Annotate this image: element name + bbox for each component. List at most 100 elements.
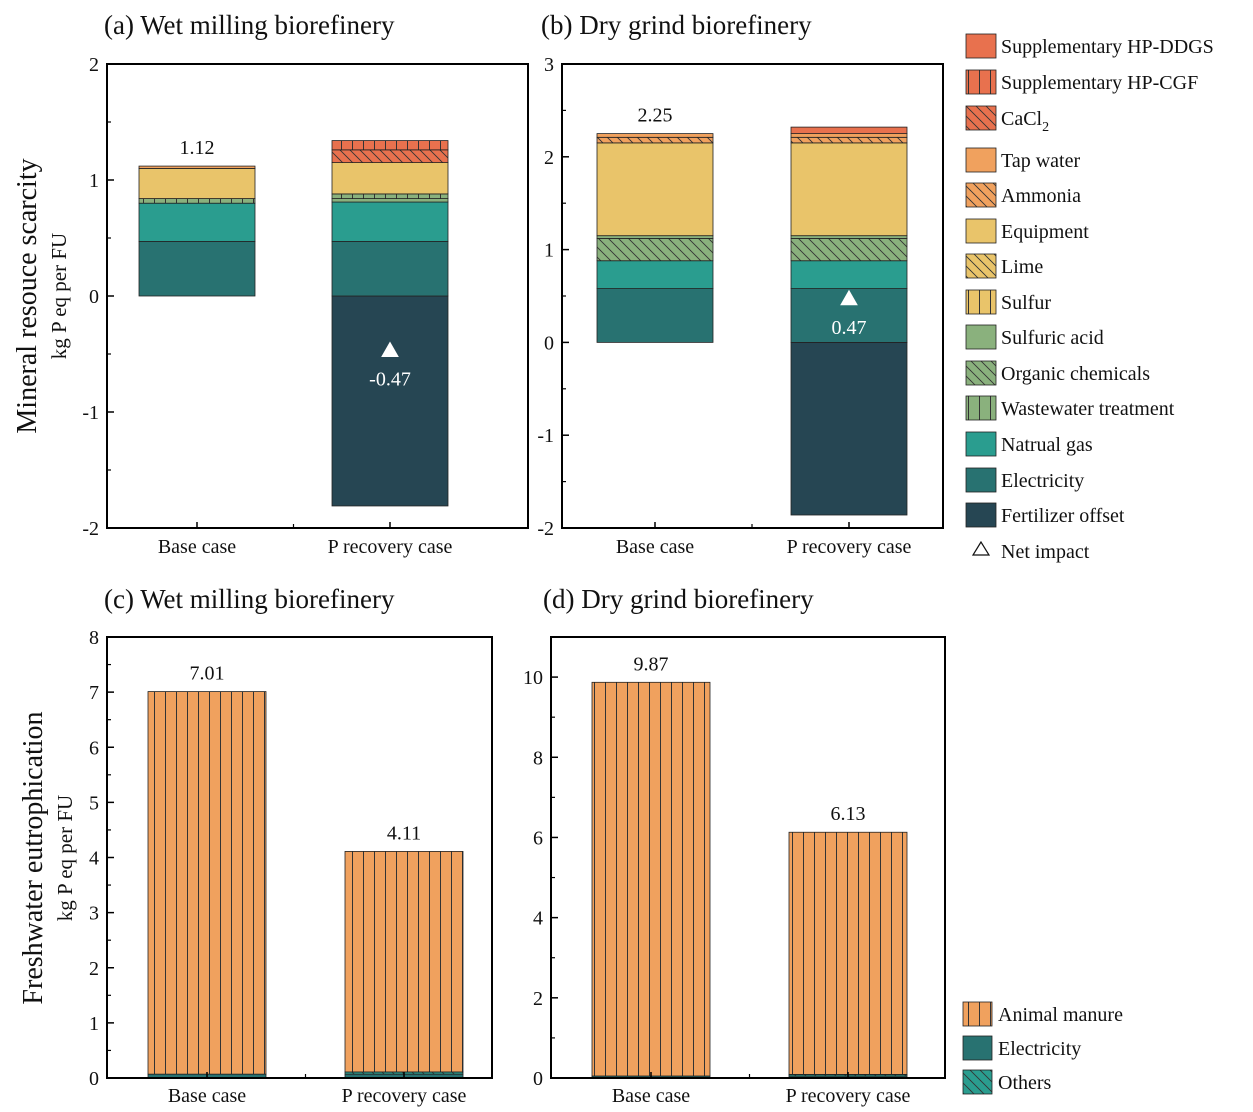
panel-title-d: (d) Dry grind biorefinery xyxy=(543,584,814,614)
panel-title-b: (b) Dry grind biorefinery xyxy=(541,10,812,40)
panel-d: (d) Dry grind biorefinery 9.87 Base case 6.… xyxy=(523,584,946,1107)
total-label: 4.11 xyxy=(387,822,421,844)
net-impact-label: -0.47 xyxy=(369,369,411,391)
legend-swatch xyxy=(962,1069,993,1095)
net-impact-icon xyxy=(971,540,991,556)
legend-top: Supplementary HP-DDGS Supplementary HP-CG… xyxy=(965,33,1214,563)
category-label: Base case xyxy=(616,536,694,558)
legend-item-sulfuric-acid: Sulfuric acid xyxy=(965,324,1104,350)
category-label: P recovery case xyxy=(342,1085,467,1107)
legend-item-equipment: Equipment xyxy=(965,218,1089,244)
legend-item-ammonia: Ammonia xyxy=(965,182,1081,208)
legend-label: Tap water xyxy=(1001,150,1080,172)
bar-segment-cacl2 xyxy=(331,149,449,163)
top-y-axis-title: Mineral resouce scarcity xyxy=(12,158,43,433)
bar-segment-supplementary-hp-ddgs xyxy=(790,126,908,134)
y-tick-label: 2 xyxy=(89,958,99,980)
legend-item-wastewater-treatment: Wastewater treatment xyxy=(965,395,1175,421)
y-tick-label: -2 xyxy=(537,518,554,540)
y-tick-label: 3 xyxy=(544,54,554,76)
total-label: 2.25 xyxy=(638,105,673,127)
legend-item-supplementary-hp-ddgs: Supplementary HP-DDGS xyxy=(965,33,1214,59)
legend-item-electricity: Electricity xyxy=(965,467,1084,493)
bar-segment-wastewater-treatment xyxy=(331,193,449,199)
category-label: P recovery case xyxy=(787,536,912,558)
bar-segment-natrual-gas xyxy=(138,202,256,242)
legend-swatch xyxy=(965,33,997,59)
legend-item-tap-water: Tap water xyxy=(965,147,1080,173)
bar-segment-sulfuric-acid xyxy=(596,235,714,239)
legend-item-fertilizer-offset: Fertilizer offset xyxy=(965,502,1125,528)
legend-swatch xyxy=(965,69,997,95)
legend-item-cacl2: CaCl2 xyxy=(965,105,1049,135)
y-tick-label: 0 xyxy=(89,1068,99,1090)
legend-label: Natrual gas xyxy=(1001,434,1093,456)
legend-label: Organic chemicals xyxy=(1001,363,1150,385)
legend-label: Supplementary HP-CGF xyxy=(1001,72,1198,94)
bar-segment-fertilizer-offset xyxy=(331,295,449,507)
legend-swatch xyxy=(965,431,997,457)
category-label: Base case xyxy=(168,1085,246,1107)
y-tick-label: 8 xyxy=(533,747,543,769)
total-label: 1.12 xyxy=(180,137,215,159)
bar-segment-animal-manure xyxy=(344,851,464,1073)
panel-title-a: (a) Wet milling biorefinery xyxy=(104,10,395,40)
bar-segment-supplementary-hp-cgf xyxy=(331,140,449,151)
legend-swatch xyxy=(965,502,997,528)
legend-label: Lime xyxy=(1001,256,1043,278)
legend-swatch xyxy=(965,324,997,350)
y-tick-label: 2 xyxy=(89,54,99,76)
legend-swatch xyxy=(962,1001,993,1027)
legend-swatch xyxy=(962,1035,993,1061)
bar-segment-wastewater-treatment xyxy=(138,198,256,204)
legend-item-animal-manure: Animal manure xyxy=(962,1001,1123,1027)
y-tick-label: 0 xyxy=(89,286,99,308)
y-tick-label: 0 xyxy=(544,332,554,354)
legend-swatch xyxy=(965,253,997,279)
y-tick-label: 1 xyxy=(89,170,99,192)
category-label: Base case xyxy=(158,536,236,558)
y-tick-label: 10 xyxy=(523,667,543,689)
y-tick-label: 1 xyxy=(544,240,554,262)
legend-swatch xyxy=(965,105,997,131)
legend-swatch xyxy=(965,218,997,244)
legend-label: Sulfuric acid xyxy=(1001,327,1104,349)
y-tick-label: -1 xyxy=(82,402,99,424)
net-impact-marker xyxy=(840,289,858,306)
y-tick-label: 7 xyxy=(89,682,99,704)
y-tick-label: -1 xyxy=(537,425,554,447)
y-tick-label: 1 xyxy=(89,1013,99,1035)
legend-item-organic-chemicals: Organic chemicals xyxy=(965,360,1150,386)
panel-b: (b) Dry grind biorefinery 2.25 Base case 0.… xyxy=(537,10,944,558)
legend-label: Supplementary HP-DDGS xyxy=(1001,36,1214,58)
bar-segment-ammonia xyxy=(790,136,908,144)
bar-segment-natrual-gas xyxy=(331,201,449,242)
bar-segment-equipment xyxy=(596,142,714,237)
plot-frame xyxy=(550,636,946,1079)
category-label: Base case xyxy=(612,1085,690,1107)
bar-segment-tap-water xyxy=(138,165,256,169)
legend-label: Wastewater treatment xyxy=(1001,398,1175,420)
legend-swatch xyxy=(965,289,997,315)
legend-item-supplementary-hp-cgf: Supplementary HP-CGF xyxy=(965,69,1198,95)
y-tick-label: 4 xyxy=(89,848,99,870)
bar-segment-ammonia xyxy=(596,136,714,144)
y-tick-label: 0 xyxy=(533,1068,543,1090)
legend-label: Fertilizer offset xyxy=(1001,505,1125,527)
y-tick-label: 6 xyxy=(533,827,543,849)
legend-swatch xyxy=(965,182,997,208)
bar-segment-sulfuric-acid xyxy=(331,198,449,203)
y-tick-label: 4 xyxy=(533,908,543,930)
bottom-ylabel-group: Freshwater eutrophication kg P eq per FU xyxy=(18,711,77,1004)
net-impact-label: 0.47 xyxy=(832,317,867,339)
legend-bottom: Animal manure Electricity Others xyxy=(962,1001,1123,1095)
bar-segment-animal-manure xyxy=(147,691,267,1075)
legend-item-net-impact: Net impact xyxy=(971,540,1090,563)
legend-label: Ammonia xyxy=(1001,185,1081,207)
bottom-y-axis-title: Freshwater eutrophication xyxy=(18,711,49,1004)
legend-label: Animal manure xyxy=(998,1004,1123,1026)
panel-a: (a) Wet milling biorefinery 1.12 Base case… xyxy=(82,10,529,558)
legend-label: Equipment xyxy=(1001,221,1089,243)
legend-label: Electricity xyxy=(1001,470,1084,492)
